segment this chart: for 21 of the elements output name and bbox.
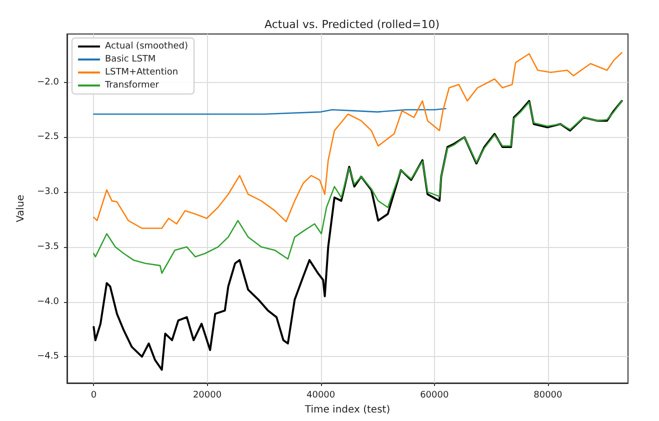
legend-label: LSTM+Attention: [105, 68, 178, 78]
legend-label: Actual (smoothed): [105, 42, 188, 52]
legend-label: Basic LSTM: [105, 54, 156, 64]
line-series: [93, 52, 622, 229]
y-axis-title: Value: [16, 194, 27, 222]
x-axis-title: Time index (test): [304, 404, 390, 416]
y-tick-label: −2.0: [37, 77, 60, 88]
y-tick-label: −2.5: [37, 132, 59, 142]
line-series: [93, 100, 622, 274]
y-tick-label: −3.5: [37, 242, 59, 252]
y-tick-label: −4.0: [37, 296, 60, 307]
y-tick-label: −4.5: [37, 352, 59, 362]
legend-label: Transformer: [104, 80, 160, 90]
x-tick-label: 60000: [420, 390, 449, 400]
line-series: [92, 100, 623, 371]
x-tick-label: 20000: [192, 390, 222, 400]
y-tick-label: −3.0: [37, 187, 60, 198]
chart-title: Actual vs. Predicted (rolled=10): [264, 18, 440, 31]
x-tick-label: 0: [90, 390, 97, 400]
x-tick-label: 80000: [534, 390, 563, 400]
x-tick-label: 40000: [306, 390, 336, 400]
